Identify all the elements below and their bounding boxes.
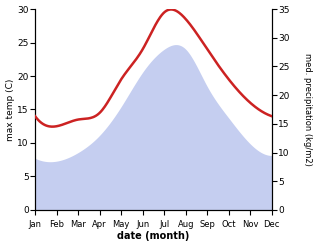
- Y-axis label: med. precipitation (kg/m2): med. precipitation (kg/m2): [303, 53, 313, 166]
- Y-axis label: max temp (C): max temp (C): [5, 78, 15, 141]
- X-axis label: date (month): date (month): [117, 231, 190, 242]
